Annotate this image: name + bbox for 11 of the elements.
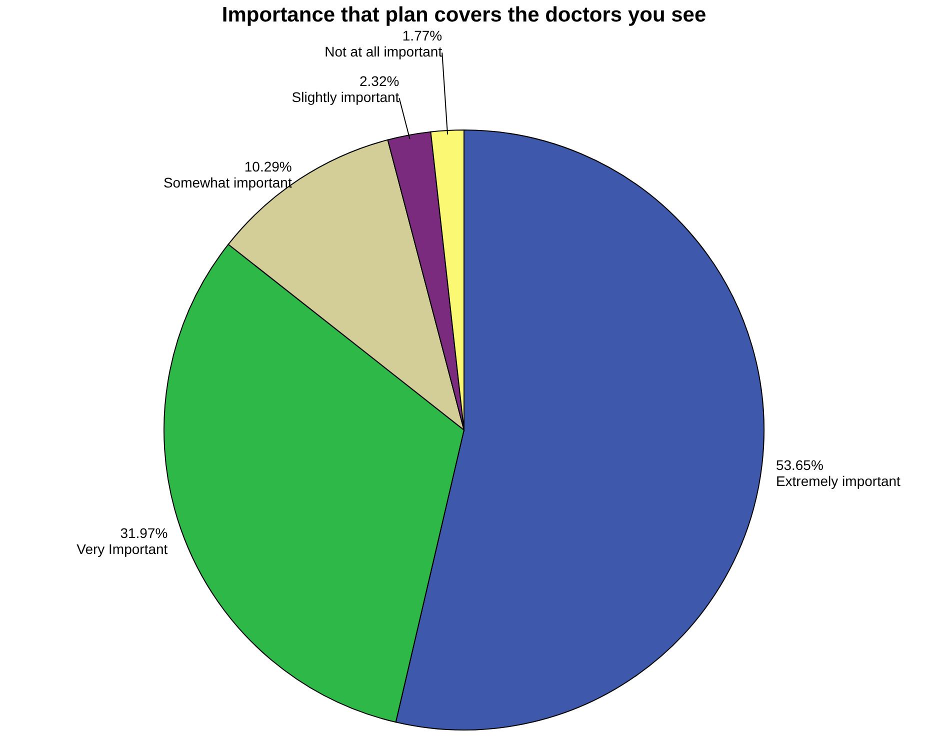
slice-label: Very Important [76,540,168,557]
data-label: 2.32% [359,72,400,89]
chart-title: Importance that plan covers the doctors you see [222,4,706,27]
slice-label: Slightly important [292,88,400,105]
slice-label: Somewhat important [163,174,292,190]
slice-label: Not at all important [324,44,442,60]
data-label: 10.29% [244,158,292,174]
data-label: 53.65% [776,456,824,473]
data-label: 1.77% [402,28,442,44]
data-label: 31.97% [120,524,168,541]
slice-label: Extremely important [776,472,901,489]
